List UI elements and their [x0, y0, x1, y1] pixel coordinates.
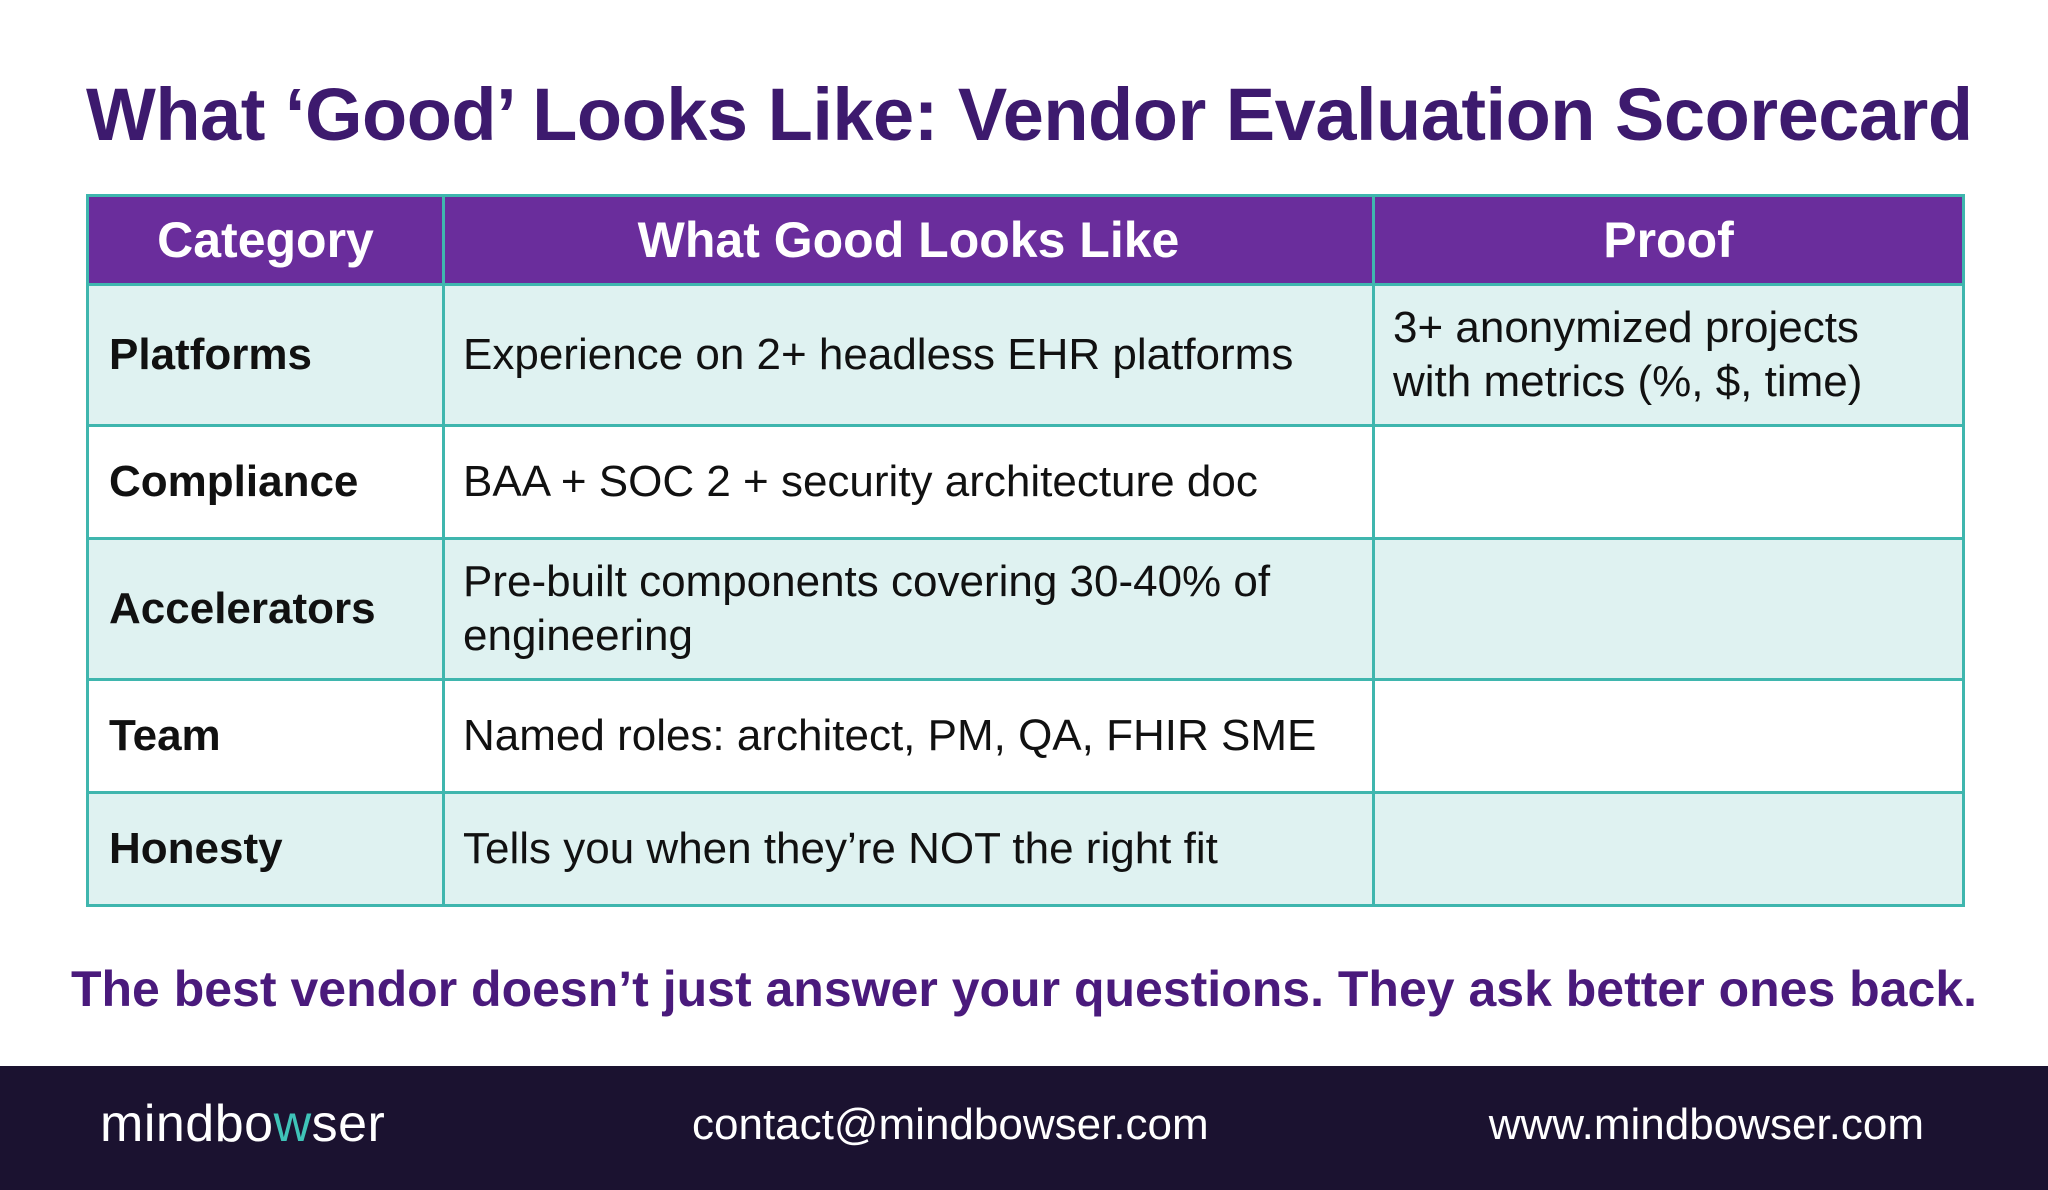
row-good: Experience on 2+ headless EHR platforms	[442, 283, 1375, 427]
website-url: www.mindbowser.com	[1488, 1100, 1924, 1149]
row-proof	[1372, 791, 1965, 907]
slide-title: What ‘Good’ Looks Like: Vendor Evaluatio…	[86, 73, 1973, 156]
contact-email: contact@mindbowser.com	[692, 1100, 1209, 1149]
table-row: Platforms Experience on 2+ headless EHR …	[86, 283, 1965, 427]
row-category: Team	[86, 678, 445, 794]
mindbowser-logo: mindbowser	[100, 1094, 385, 1154]
logo-accent-letter: w	[273, 1095, 312, 1153]
row-proof	[1372, 424, 1965, 540]
row-category: Honesty	[86, 791, 445, 907]
logo-text-start: mindbo	[100, 1095, 274, 1153]
row-good: Named roles: architect, PM, QA, FHIR SME	[442, 678, 1375, 794]
row-proof: 3+ anonymized projects with metrics (%, …	[1372, 283, 1965, 427]
row-good: BAA + SOC 2 + security architecture doc	[442, 424, 1375, 540]
footer-bar: mindbowser contact@mindbowser.com www.mi…	[0, 1066, 2048, 1190]
row-category: Compliance	[86, 424, 445, 540]
table-row: Compliance BAA + SOC 2 + security archit…	[86, 424, 1965, 540]
table-header-row: Category What Good Looks Like Proof	[86, 194, 1965, 286]
column-header-category: Category	[86, 194, 445, 286]
row-proof	[1372, 537, 1965, 681]
vendor-scorecard-table: Category What Good Looks Like Proof Plat…	[86, 194, 1965, 907]
column-header-proof: Proof	[1372, 194, 1965, 286]
table-row: Accelerators Pre-built components coveri…	[86, 537, 1965, 681]
table-row: Honesty Tells you when they’re NOT the r…	[86, 791, 1965, 907]
row-good: Tells you when they’re NOT the right fit	[442, 791, 1375, 907]
row-proof	[1372, 678, 1965, 794]
table-row: Team Named roles: architect, PM, QA, FHI…	[86, 678, 1965, 794]
row-category: Platforms	[86, 283, 445, 427]
row-category: Accelerators	[86, 537, 445, 681]
tagline: The best vendor doesn’t just answer your…	[70, 961, 1978, 1017]
row-good: Pre-built components covering 30-40% of …	[442, 537, 1375, 681]
column-header-what-good-looks-like: What Good Looks Like	[442, 194, 1375, 286]
logo-text-end: ser	[311, 1095, 386, 1153]
